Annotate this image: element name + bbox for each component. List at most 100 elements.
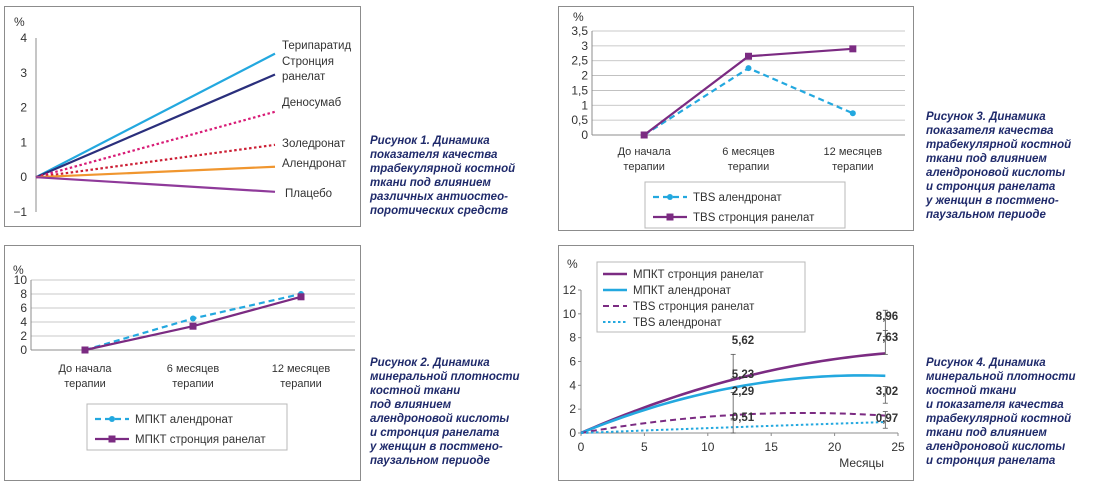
legend-swatch-marker (667, 194, 673, 200)
y-tick-label: 3,5 (571, 24, 588, 38)
chart-fig1: % 4 3 2 1 0 −1 Терипаратид Стронция ранелат Деносу… (13, 15, 351, 219)
x-axis-label: Месяцы (839, 456, 884, 470)
legend-box (644, 181, 846, 229)
data-point (849, 45, 857, 53)
y-axis-unit: % (14, 15, 25, 29)
legend-swatch-marker (108, 435, 116, 443)
caption-fig3: Рисунок 3. Динамика показателя качества … (926, 111, 1072, 221)
legend-swatch-marker (666, 213, 674, 221)
y-tick-label: 2 (569, 402, 576, 416)
x-tick-label: 20 (828, 440, 842, 454)
y-axis-unit: % (13, 263, 24, 277)
data-point (640, 131, 648, 139)
y-tick-label: 1 (20, 135, 27, 149)
y-tick-label: 0 (20, 343, 27, 357)
data-label: 5,23 (732, 369, 754, 381)
x-tick-label: 6 месяцев терапии (722, 146, 775, 173)
y-tick-label: 0,5 (571, 113, 588, 127)
data-label: 0,51 (732, 412, 755, 424)
series-label: Терипаратид (282, 40, 351, 52)
y-tick-label: 6 (20, 301, 27, 315)
y-tick-label: 6 (569, 355, 576, 369)
series-label: Золедронат (282, 138, 346, 150)
data-label: 8,96 (876, 311, 898, 323)
series-line (35, 143, 276, 179)
series-label: Плацебо (285, 188, 332, 200)
legend-label: TBS алендронат (693, 192, 782, 204)
data-label: 3,02 (876, 386, 898, 398)
x-tick-label: 0 (578, 440, 585, 454)
data-point (189, 322, 197, 330)
caption-fig2: Рисунок 2. Динамика минеральной плотност… (370, 357, 520, 467)
y-tick-label: 1 (581, 98, 588, 112)
x-tick-label: 25 (891, 440, 905, 454)
y-tick-label: 4 (20, 31, 27, 45)
legend-box (86, 403, 288, 451)
y-tick-label: 1,5 (571, 83, 588, 97)
series-label: Стронция ранелат (282, 56, 334, 83)
chart-panel-fig3: % 3,5 3 2,5 2 1,5 1 0,5 0 До начала терапии 6 месяц… (558, 6, 914, 231)
y-axis-unit: % (573, 10, 584, 24)
y-tick-label: 0 (581, 128, 588, 142)
y-tick-label: 10 (563, 307, 577, 321)
legend-label: МПКТ стронция ранелат (135, 434, 266, 446)
y-tick-label: 8 (569, 331, 576, 345)
y-tick-label: 2,5 (571, 54, 588, 68)
data-point (81, 346, 89, 354)
y-axis-unit: % (567, 257, 578, 271)
caption-fig4: Рисунок 4. Динамика минеральной плотност… (926, 357, 1076, 467)
series-line (35, 176, 276, 193)
legend-label: TBS стронция ранелат (633, 301, 755, 313)
series-line (35, 52, 276, 179)
y-tick-label: 2 (20, 329, 27, 343)
chart-fig3: %3,532,521,510,50 До начала терапии 6 месяц… (571, 10, 905, 229)
y-tick-label: 4 (20, 315, 27, 329)
y-tick-label: 8 (20, 287, 27, 301)
series-line (580, 374, 886, 435)
legend-label: TBS стронция ранелат (693, 212, 815, 224)
legend-label: МПКТ алендронат (135, 414, 234, 426)
series-line (643, 47, 853, 136)
y-tick-label: 12 (563, 283, 577, 297)
data-point (297, 293, 305, 301)
legend-label: МПКТ стронция ранелат (633, 269, 764, 281)
y-tick-label: −1 (13, 205, 27, 219)
x-tick-label: 6 месяцев терапии (167, 363, 220, 390)
series-line (35, 110, 276, 179)
y-tick-label: 4 (569, 378, 576, 392)
x-tick-label: 15 (765, 440, 779, 454)
data-point (745, 65, 752, 72)
legend-label: МПКТ алендронат (633, 285, 732, 297)
x-tick-label: До начала терапии (618, 146, 672, 173)
y-tick-label: 3 (20, 66, 27, 80)
chart-panel-fig1: % 4 3 2 1 0 −1 Терипаратид Стронция ранелат Деносу… (4, 6, 361, 227)
chart-panel-fig4: % 12 10 8 6 4 2 0 0 5 10 15 20 25 Месяцы 5,62 5,23 2,29 0,… (558, 245, 914, 481)
y-tick-label: 3 (581, 39, 588, 53)
series-label: Деносумаб (282, 97, 342, 109)
x-tick-label: 12 месяцев терапии (824, 146, 883, 173)
y-tick-label: 10 (14, 273, 28, 287)
y-tick-label: 0 (569, 426, 576, 440)
legend-box (596, 261, 806, 333)
y-tick-label: 2 (20, 101, 27, 115)
x-tick-label: 12 месяцев терапии (272, 363, 331, 390)
y-tick-label: 0 (20, 170, 27, 184)
x-tick-label: До начала терапии (58, 363, 112, 390)
series-line (35, 165, 276, 179)
data-label: 2,29 (732, 386, 754, 398)
series-line (580, 352, 886, 435)
series-line (35, 73, 276, 179)
x-tick-label: 10 (701, 440, 715, 454)
series-label: Алендронат (282, 158, 347, 170)
data-point (190, 315, 196, 322)
chart-panel-fig2: % 10 8 6 4 2 0 До начала терапии 6 месяцев терапии… (4, 245, 361, 481)
data-label: 5,62 (732, 335, 754, 347)
legend-swatch-marker (109, 416, 115, 422)
series-line (643, 66, 854, 136)
data-label: 7,63 (876, 332, 898, 344)
y-tick-label: 2 (581, 69, 588, 83)
data-label: 0,97 (876, 413, 898, 425)
caption-fig1: Рисунок 1. Динамика показателя качества … (370, 135, 516, 217)
data-point (849, 110, 856, 117)
